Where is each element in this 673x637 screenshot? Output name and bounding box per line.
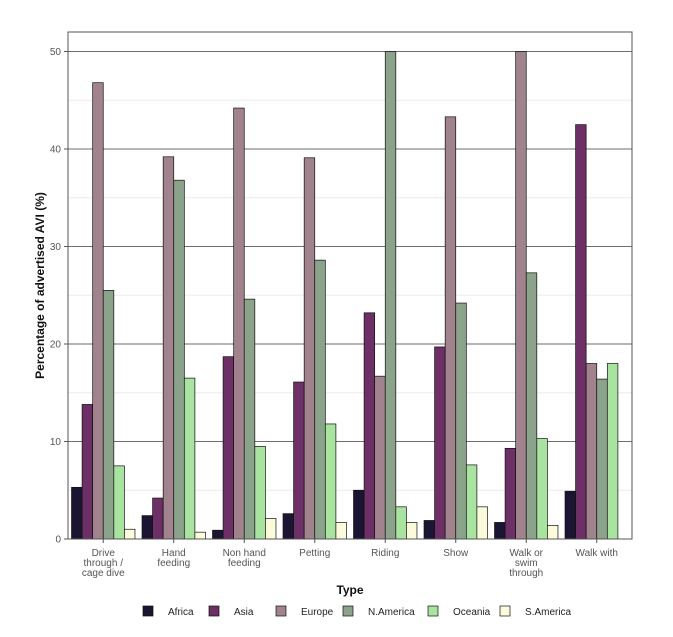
- legend-swatch-s-america: [499, 605, 511, 617]
- bar-africa-2: [141, 515, 153, 540]
- legend-swatch-n-america: [342, 605, 354, 617]
- bar-africa-8: [564, 490, 576, 540]
- bar-europe-7: [515, 51, 527, 540]
- legend-swatch-oceania: [427, 605, 439, 617]
- bar-oceania-4: [324, 423, 337, 540]
- legend-swatch-africa: [142, 605, 154, 617]
- x-tick-label: Drive through / cage dive: [82, 548, 125, 579]
- legend: Africa Asia Europe N.America Oceania S.Americ…: [142, 605, 572, 618]
- x-axis-title: Type: [336, 583, 363, 597]
- bar-europe-2: [162, 156, 175, 540]
- bar-asia-4: [293, 381, 305, 540]
- x-tick-label: Walk or swim through: [509, 548, 543, 579]
- x-tick-label: Riding: [371, 548, 399, 559]
- bar-n-america-8: [596, 378, 608, 540]
- y-tick-label: 40: [50, 145, 62, 156]
- bar-n-america-2: [173, 179, 185, 540]
- x-tick-label: Hand feeding: [157, 548, 190, 569]
- bar-asia-2: [152, 497, 164, 540]
- bar-asia-6: [434, 346, 446, 540]
- bar-s-america-1: [124, 528, 136, 540]
- bar-oceania-8: [606, 363, 619, 540]
- bar-europe-6: [444, 116, 457, 540]
- bar-s-america-5: [406, 522, 418, 540]
- bar-africa-6: [423, 520, 435, 540]
- bar-oceania-7: [536, 438, 548, 540]
- bar-oceania-1: [113, 465, 125, 540]
- y-axis-ticks: 0 10 20 30 40 50: [50, 47, 68, 546]
- bar-n-america-4: [314, 259, 326, 540]
- x-tick-label: Walk with: [576, 548, 618, 559]
- bar-n-america-7: [525, 272, 538, 540]
- bar-s-america-4: [335, 522, 347, 540]
- plot-border: [67, 31, 633, 540]
- y-tick-label: 20: [50, 340, 62, 351]
- x-tick-label: Petting: [299, 548, 330, 559]
- bar-africa-4: [282, 513, 294, 540]
- bar-oceania-3: [254, 446, 266, 540]
- bar-asia-1: [81, 404, 94, 540]
- bar-europe-8: [585, 363, 598, 540]
- x-tick-label: Show: [443, 548, 469, 559]
- x-axis-ticks: Drive through / cage dive Hand feeding Non ha…: [82, 539, 618, 579]
- bar-s-america-7: [547, 524, 559, 540]
- legend-swatch-europe: [275, 605, 287, 617]
- bar-n-america-5: [384, 51, 397, 540]
- bar-asia-5: [363, 312, 376, 540]
- bars-layer: [71, 51, 619, 540]
- legend-label: Europe: [301, 607, 334, 618]
- bar-s-america-3: [265, 518, 277, 540]
- bar-asia-7: [504, 447, 517, 540]
- bar-oceania-6: [465, 464, 478, 540]
- y-tick-label: 50: [50, 47, 62, 58]
- bar-europe-4: [303, 157, 316, 540]
- y-tick-label: 30: [50, 242, 62, 253]
- bar-asia-8: [575, 124, 587, 540]
- grid-layer: [68, 51, 632, 540]
- bar-oceania-5: [395, 506, 407, 540]
- y-tick-label: 0: [55, 535, 61, 546]
- legend-label: S.America: [525, 607, 572, 618]
- bar-europe-1: [92, 82, 104, 540]
- bar-n-america-1: [102, 290, 115, 540]
- bar-africa-3: [212, 529, 224, 540]
- x-tick-label: Non hand feeding: [223, 548, 266, 569]
- legend-label: Oceania: [453, 607, 491, 618]
- legend-label: Asia: [234, 607, 254, 618]
- bar-africa-7: [494, 522, 506, 540]
- bar-oceania-2: [183, 377, 196, 540]
- legend-swatch-asia: [208, 605, 220, 617]
- bar-s-america-2: [194, 531, 206, 540]
- y-tick-label: 10: [50, 437, 62, 448]
- bar-africa-5: [353, 489, 365, 540]
- legend-label: N.America: [368, 607, 415, 618]
- y-axis-title: Percentage of advertised AVI (%): [33, 192, 47, 379]
- bar-africa-1: [71, 486, 83, 540]
- bar-n-america-6: [455, 302, 467, 540]
- bar-europe-3: [233, 107, 245, 540]
- legend-label: Africa: [168, 607, 194, 618]
- bar-s-america-6: [476, 506, 488, 540]
- bar-europe-5: [374, 375, 386, 540]
- bar-asia-3: [222, 356, 235, 540]
- bar-n-america-3: [243, 298, 256, 540]
